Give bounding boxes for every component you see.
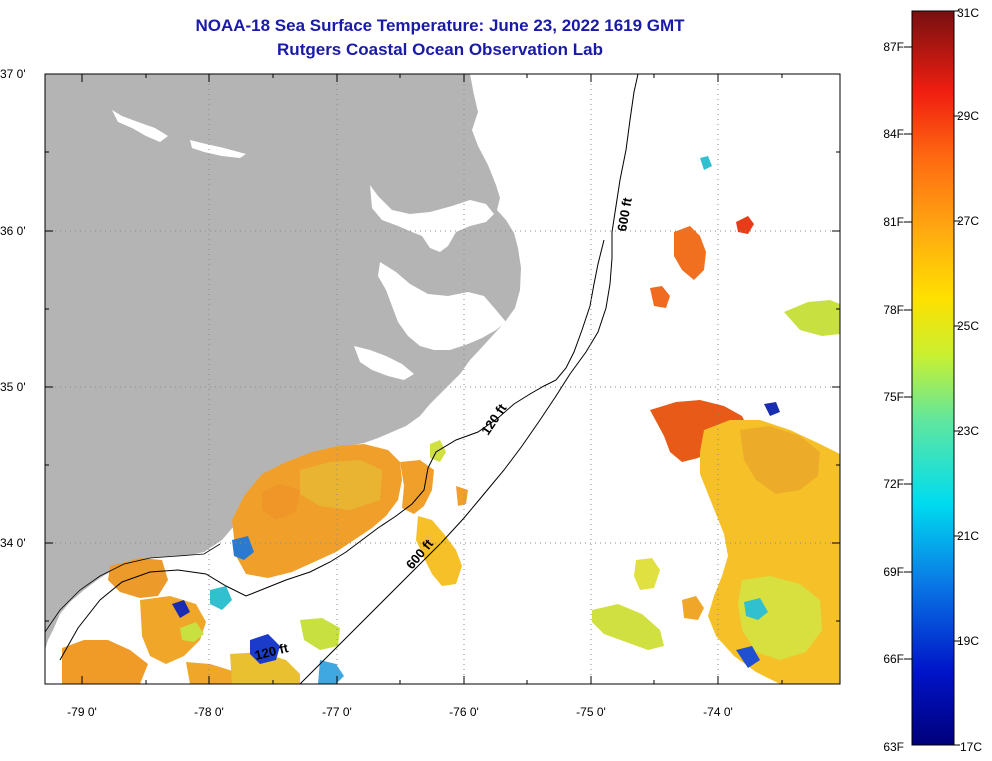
- sound-neuse: [354, 346, 414, 380]
- lat-label-34: 34 0': [0, 536, 26, 550]
- cb-c-19: 19C: [957, 634, 979, 648]
- cb-c-25: 25C: [957, 319, 979, 333]
- sound-albemarle: [370, 185, 494, 252]
- cb-f-75: 75F: [883, 390, 904, 404]
- cb-c-17: 17C: [960, 740, 982, 754]
- cb-f-84: 84F: [883, 127, 904, 141]
- cb-f-69: 69F: [883, 565, 904, 579]
- gridlines: [45, 74, 840, 684]
- river-upper: [112, 110, 168, 142]
- contour-120ft: [59, 239, 605, 661]
- cb-f-81: 81F: [883, 215, 904, 229]
- cb-c-27: 27C: [957, 214, 979, 228]
- plot-area: 600 ft 120 ft 600 ft 120 ft: [45, 74, 840, 684]
- cb-f-72: 72F: [883, 477, 904, 491]
- contour-label-600ft-north: 600 ft: [614, 196, 635, 233]
- lat-label-36: 36 0': [0, 224, 26, 238]
- cb-c-31: 31C: [957, 6, 979, 20]
- lon-label-74: -74 0': [703, 705, 733, 719]
- cb-c-21: 21C: [957, 529, 979, 543]
- sound-pamlico: [378, 262, 506, 350]
- cb-f-78: 78F: [883, 303, 904, 317]
- colorbar-ticks: [904, 10, 960, 746]
- cb-f-66: 66F: [883, 652, 904, 666]
- cb-c-23: 23C: [957, 424, 979, 438]
- river-upper-2: [190, 140, 246, 158]
- lon-label-75: -75 0': [576, 705, 606, 719]
- coast-outline: [45, 543, 221, 633]
- cb-f-63: 63F: [883, 740, 904, 754]
- lon-label-77: -77 0': [322, 705, 352, 719]
- colorbar: [911, 10, 955, 746]
- lon-label-76: -76 0': [449, 705, 479, 719]
- axis-ticks: [45, 73, 840, 684]
- sst-patches: [62, 156, 840, 684]
- lat-label-35: 35 0': [0, 380, 26, 394]
- plot-frame: [44, 73, 841, 685]
- longitude-labels: -79 0' -78 0' -77 0' -76 0' -75 0' -74 0…: [67, 705, 733, 719]
- lon-label-79: -79 0': [67, 705, 97, 719]
- colorbar-celsius-labels: 31C 29C 27C 25C 23C 21C 19C 17C: [957, 6, 982, 754]
- lat-label-37: 37 0': [0, 67, 26, 81]
- lon-label-78: -78 0': [194, 705, 224, 719]
- contour-600ft: [45, 74, 639, 684]
- latitude-labels: 37 0' 36 0' 35 0' 34 0': [0, 67, 26, 550]
- cb-c-29: 29C: [957, 109, 979, 123]
- map-subtitle: Rutgers Coastal Ocean Observation Lab: [277, 40, 603, 59]
- cb-f-87: 87F: [883, 40, 904, 54]
- map-title: NOAA-18 Sea Surface Temperature: June 23…: [195, 16, 685, 35]
- colorbar-fahrenheit-labels: 87F 84F 81F 78F 75F 72F 69F 66F 63F: [883, 40, 904, 754]
